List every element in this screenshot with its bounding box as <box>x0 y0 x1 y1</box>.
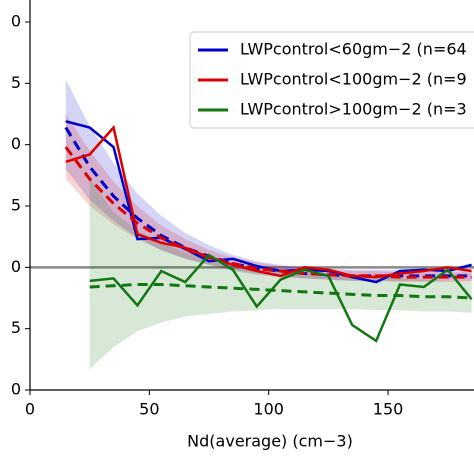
legend-label: LWPcontrol<60gm−2 (n=64 <box>240 40 467 59</box>
x-tick-label: 150 <box>373 400 404 419</box>
data-line <box>89 253 473 343</box>
y-tick-label: 0 <box>11 380 21 399</box>
confidence-band <box>65 79 472 281</box>
y-tick-label: 5 <box>11 196 21 215</box>
y-tick-label: 0 <box>11 134 21 153</box>
x-tick-label: 100 <box>253 400 284 419</box>
x-tick-label: 50 <box>139 400 159 419</box>
legend-box <box>189 31 474 129</box>
x-axis-label: Nd(average) (cm−3) <box>187 432 353 451</box>
y-tick-label: 0 <box>11 257 21 276</box>
y-tick-label: 5 <box>11 73 21 92</box>
data-line <box>65 124 472 279</box>
x-tick-label: 0 <box>25 400 35 419</box>
confidence-band <box>89 179 472 370</box>
legend-label: LWPcontrol>100gm−2 (n=3 <box>240 100 467 119</box>
legend-label: LWPcontrol<100gm−2 (n=9 <box>240 70 467 89</box>
y-tick-label: 0 <box>11 12 21 31</box>
y-tick-label: 5 <box>11 318 21 337</box>
